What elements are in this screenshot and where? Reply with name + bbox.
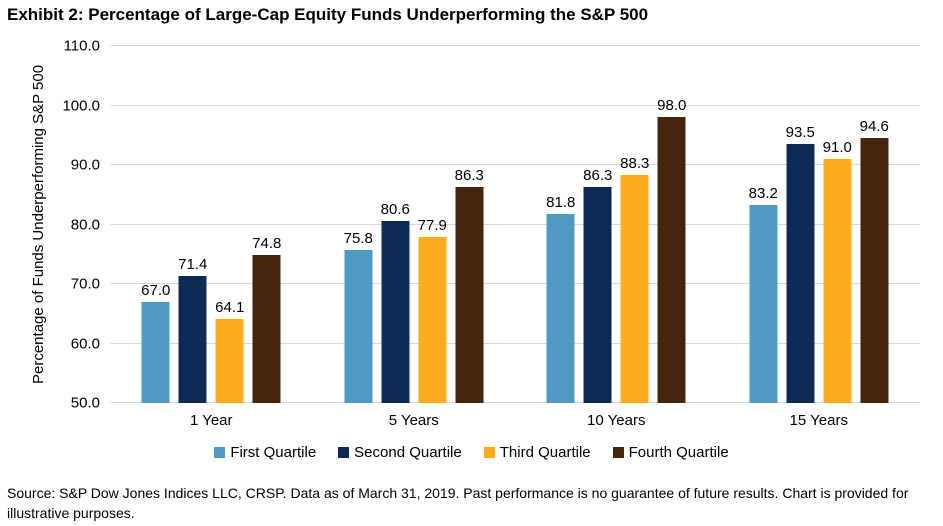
bar-value-label: 86.3 — [454, 167, 484, 185]
legend-label: Fourth Quartile — [628, 444, 729, 461]
bar-fill — [786, 144, 815, 403]
bar: 77.9 — [418, 217, 447, 403]
bar-fill — [252, 255, 281, 403]
y-tick-label: 70.0 — [70, 275, 100, 293]
bar-fill — [860, 137, 889, 403]
bar: 88.3 — [620, 155, 649, 403]
bar-fill — [455, 187, 484, 403]
bar-value-label: 75.8 — [343, 229, 373, 247]
bar-fill — [749, 205, 778, 403]
bar: 91.0 — [823, 139, 852, 403]
gridline — [110, 402, 920, 403]
bar: 75.8 — [344, 230, 373, 403]
gridline — [110, 164, 920, 165]
bar: 71.4 — [178, 256, 207, 403]
legend-swatch — [214, 447, 226, 458]
bar-group: 83.2 93.5 91.0 94.6 — [749, 46, 889, 403]
x-axis-category-labels: 1 Year 5 Years 10 Years 15 Years — [110, 412, 920, 432]
bar: 83.2 — [749, 185, 778, 403]
bar: 86.3 — [455, 167, 484, 403]
y-axis-tick-labels: 50.0 60.0 70.0 80.0 90.0 100.0 110.0 — [0, 38, 100, 412]
legend-swatch — [338, 447, 350, 458]
bar-group: 67.0 71.4 64.1 74.8 — [141, 46, 281, 403]
bar-group: 75.8 80.6 77.9 86.3 — [344, 46, 484, 403]
bar-fill — [546, 213, 575, 403]
bar-value-label: 74.8 — [252, 235, 282, 253]
legend-swatch — [483, 447, 495, 458]
y-tick-label: 110.0 — [63, 37, 100, 55]
bar-value-label: 80.6 — [380, 200, 410, 218]
legend-label: First Quartile — [230, 444, 317, 461]
x-category-label: 1 Year — [189, 412, 233, 429]
bar-value-label: 81.8 — [546, 193, 576, 211]
bar-fill — [178, 275, 207, 403]
legend-swatch — [612, 447, 624, 458]
bar: 81.8 — [546, 194, 575, 403]
plot-area: 67.0 71.4 64.1 74.8 75.8 80.6 77.9 86.3 81.8 86.3… — [110, 45, 920, 403]
y-tick-label: 90.0 — [70, 156, 100, 174]
bar-fill — [381, 220, 410, 403]
gridline — [110, 104, 920, 106]
gridline — [110, 283, 920, 284]
bar-value-label: 83.2 — [748, 185, 778, 203]
source-note: Source: S&P Dow Jones Indices LLC, CRSP.… — [7, 485, 909, 522]
bar-value-label: 71.4 — [178, 255, 208, 273]
bar-group: 81.8 86.3 88.3 98.0 — [546, 46, 686, 403]
gridline — [110, 342, 920, 344]
bar-fill — [657, 117, 686, 403]
bar-value-label: 67.0 — [141, 281, 171, 299]
bar: 86.3 — [583, 167, 612, 403]
bar-value-label: 91.0 — [822, 139, 852, 157]
bar-value-label: 77.9 — [417, 217, 447, 234]
bar-fill — [344, 249, 373, 403]
bar: 74.8 — [252, 235, 281, 403]
bar-fill — [141, 301, 170, 403]
x-category-label: 5 Years — [388, 412, 439, 429]
bar-value-label: 98.0 — [657, 97, 687, 115]
bar: 67.0 — [141, 282, 170, 403]
chart-title: Exhibit 2: Percentage of Large-Cap Equit… — [7, 5, 649, 24]
y-tick-label: 80.0 — [70, 216, 100, 233]
legend: First Quartile Second Quartile Third Quart… — [0, 444, 943, 461]
bar: 80.6 — [381, 201, 410, 403]
bar-fill — [620, 175, 649, 403]
bar-value-label: 94.6 — [859, 117, 889, 135]
legend-label: Second Quartile — [354, 444, 462, 461]
bar-fill — [215, 319, 244, 403]
y-tick-label: 60.0 — [70, 335, 100, 352]
bar-value-label: 86.3 — [583, 167, 613, 185]
legend-item: Third Quartile — [483, 444, 591, 461]
bar: 98.0 — [657, 97, 686, 403]
bar-value-label: 93.5 — [785, 124, 815, 142]
bar-fill — [418, 237, 447, 403]
y-tick-label: 100.0 — [62, 97, 100, 114]
bar-value-label: 64.1 — [215, 299, 245, 317]
bar-fill — [583, 187, 612, 403]
legend-item: First Quartile — [214, 444, 316, 461]
legend-label: Third Quartile — [499, 444, 591, 461]
legend-item: Second Quartile — [338, 444, 462, 461]
bar: 64.1 — [215, 299, 244, 403]
x-category-label: 10 Years — [587, 412, 646, 429]
x-category-label: 15 Years — [789, 412, 848, 429]
legend-item: Fourth Quartile — [612, 444, 729, 461]
gridline — [110, 45, 920, 46]
bar: 93.5 — [786, 124, 815, 403]
bar-fill — [823, 159, 852, 403]
y-tick-label: 50.0 — [70, 394, 100, 412]
gridline — [110, 223, 920, 225]
bar: 94.6 — [860, 118, 889, 403]
bar-value-label: 88.3 — [620, 155, 650, 173]
